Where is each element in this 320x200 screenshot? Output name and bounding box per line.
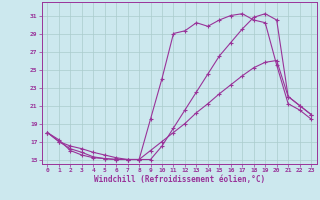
X-axis label: Windchill (Refroidissement éolien,°C): Windchill (Refroidissement éolien,°C) xyxy=(94,175,265,184)
